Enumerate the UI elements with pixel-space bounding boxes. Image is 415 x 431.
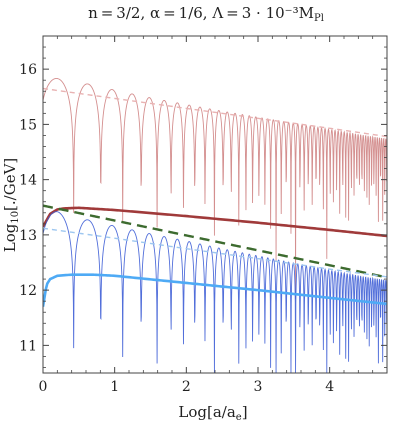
x-tick-label: 2 <box>182 379 191 395</box>
y-tick-label: 15 <box>19 117 37 133</box>
dashed-series-line-1 <box>43 87 387 138</box>
thick-series-line-6 <box>43 273 387 307</box>
y-tick-label: 13 <box>19 228 37 244</box>
plot-area <box>43 78 387 373</box>
dashed-series-line-3 <box>43 204 387 279</box>
x-axis-ticks: 0 1 2 3 4 <box>39 36 374 395</box>
x-tick-label: 0 <box>39 379 48 395</box>
y-tick-label: 16 <box>19 62 37 78</box>
x-tick-label: 3 <box>254 379 263 395</box>
y-tick-label: 11 <box>19 338 37 354</box>
oscillating-series-line-4 <box>43 211 387 373</box>
x-tick-label: 1 <box>110 379 119 395</box>
oscillating-series-line-0 <box>43 78 387 299</box>
y-axis-label: Log10[./GeV] <box>1 158 21 253</box>
x-axis-label: Log[a/ae] <box>178 403 247 423</box>
chart-title: n = 3/2, α = 1/6, Λ = 3 · 10⁻³MPl <box>88 4 324 24</box>
thick-series-line-2 <box>43 206 387 238</box>
y-tick-label: 12 <box>19 283 37 299</box>
y-axis-ticks: 11 12 13 14 15 16 <box>19 35 387 368</box>
y-tick-label: 14 <box>19 173 37 189</box>
dashed-series-line-5 <box>43 227 387 278</box>
x-tick-label: 4 <box>325 379 334 395</box>
